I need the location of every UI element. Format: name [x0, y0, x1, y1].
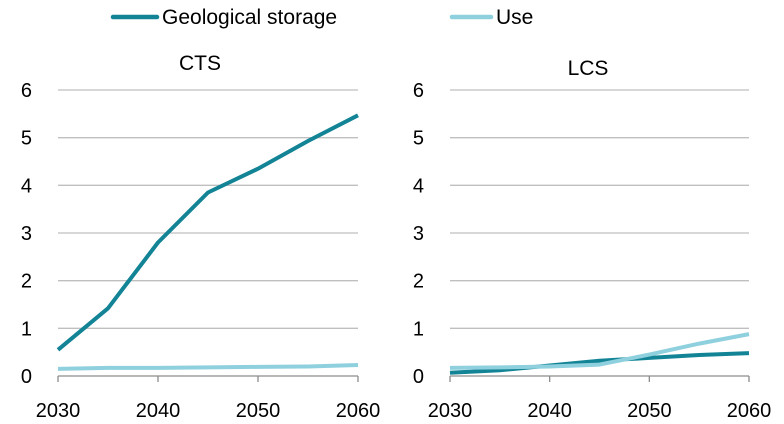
y-tick-label: 3: [21, 223, 32, 245]
legend-label-use: Use: [496, 6, 533, 29]
y-tick-label: 4: [413, 175, 424, 197]
chart-title-lcs: LCS: [568, 57, 609, 80]
y-tick-label: 6: [21, 80, 32, 102]
x-tick-label: 2030: [428, 400, 473, 422]
chart-title-cts: CTS: [179, 52, 221, 75]
x-tick-label: 2060: [336, 400, 381, 422]
chart-panel-lcs: LCS 0 1 2 3 4 5 6 2030 2040 2050 2060: [413, 57, 771, 422]
y-tick-label: 6: [413, 80, 424, 102]
series-line-use-cts: [57, 363, 359, 371]
x-tick-label: 2050: [236, 400, 281, 422]
y-tick-label: 0: [21, 366, 32, 388]
y-tick-label: 4: [21, 175, 32, 197]
x-tick-label: 2040: [527, 400, 572, 422]
y-tick-label: 5: [21, 128, 32, 150]
y-tick-label: 1: [413, 318, 424, 340]
y-tick-label: 2: [413, 271, 424, 293]
x-tick-label: 2040: [136, 400, 181, 422]
x-tick-label: 2050: [627, 400, 672, 422]
x-tick-label: 2060: [727, 400, 772, 422]
series-line-use-lcs: [449, 332, 750, 370]
y-tick-label: 3: [413, 223, 424, 245]
y-tick-label: 5: [413, 128, 424, 150]
legend-label-geological-storage: Geological storage: [162, 6, 337, 29]
x-tick-label: 2030: [36, 400, 81, 422]
y-tick-label: 2: [21, 271, 32, 293]
series-line-geological-storage-cts: [56, 113, 359, 352]
y-tick-label: 1: [21, 318, 32, 340]
series-line-geological-storage-lcs: [449, 351, 750, 375]
legend: Geological storage Use: [110, 6, 533, 29]
y-tick-label: 0: [413, 366, 424, 388]
chart-panel-cts: CTS 0 1 2 3 4 5 6 2030 2040 2050 2060: [21, 52, 380, 422]
